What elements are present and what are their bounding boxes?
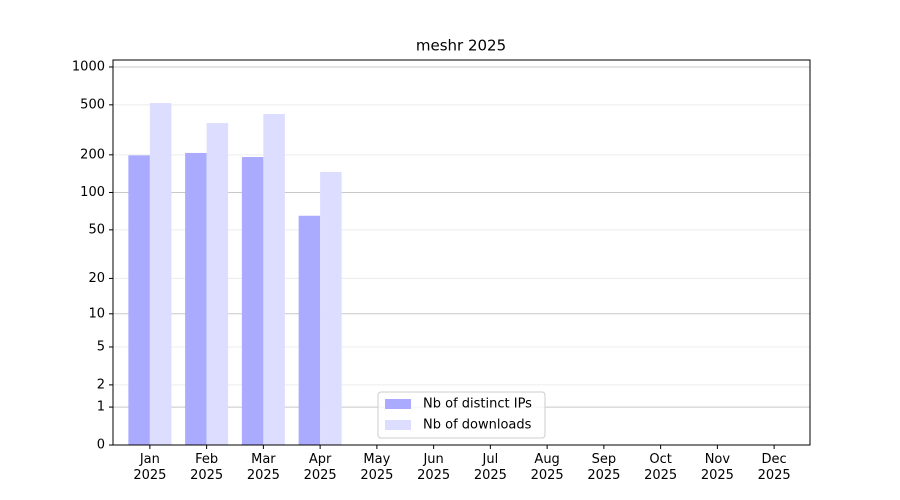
bar [185,152,207,445]
x-tick-label: Nov 2025 [700,452,734,483]
bar [320,171,342,445]
legend-label: Nb of distinct IPs [423,397,532,412]
x-tick-label: Dec 2025 [757,452,791,483]
y-tick-label: 500 [80,97,105,112]
y-tick-label: 100 [80,185,105,200]
bar [241,157,264,445]
x-tick-label: Mar 2025 [246,452,280,483]
bar [206,123,229,446]
legend-box [377,391,546,439]
x-tick-label: Oct 2025 [644,452,678,483]
y-tick-label: 0 [97,438,105,453]
y-tick-label: 10 [88,306,105,321]
x-tick-label: Jun 2025 [417,452,451,483]
x-tick-label: Aug 2025 [530,452,564,483]
x-tick-label: Feb 2025 [190,452,224,483]
legend-swatch [385,420,411,430]
x-tick-label: Jan 2025 [133,452,167,483]
legend-swatch [385,399,411,409]
x-tick-label: Sep 2025 [587,452,621,483]
y-tick-label: 5 [97,339,105,354]
x-tick-label: Apr 2025 [303,452,337,483]
bar [298,215,321,445]
y-tick-label: 50 [88,222,105,237]
legend-label: Nb of downloads [423,418,532,433]
y-tick-label: 2 [97,377,105,392]
x-tick-label: Jul 2025 [473,452,507,483]
y-tick-label: 1 [97,400,105,415]
y-tick-label: 1000 [72,59,105,74]
plot-frame [112,59,811,446]
y-tick-label: 200 [80,147,105,162]
y-tick-label: 20 [88,271,105,286]
x-tick-label: May 2025 [360,452,394,483]
bar [128,155,150,445]
bar [263,113,285,446]
bar [149,103,172,445]
chart-title: meshr 2025 [416,37,506,55]
legend: Nb of distinct IPs Nb of downloads [377,391,546,439]
